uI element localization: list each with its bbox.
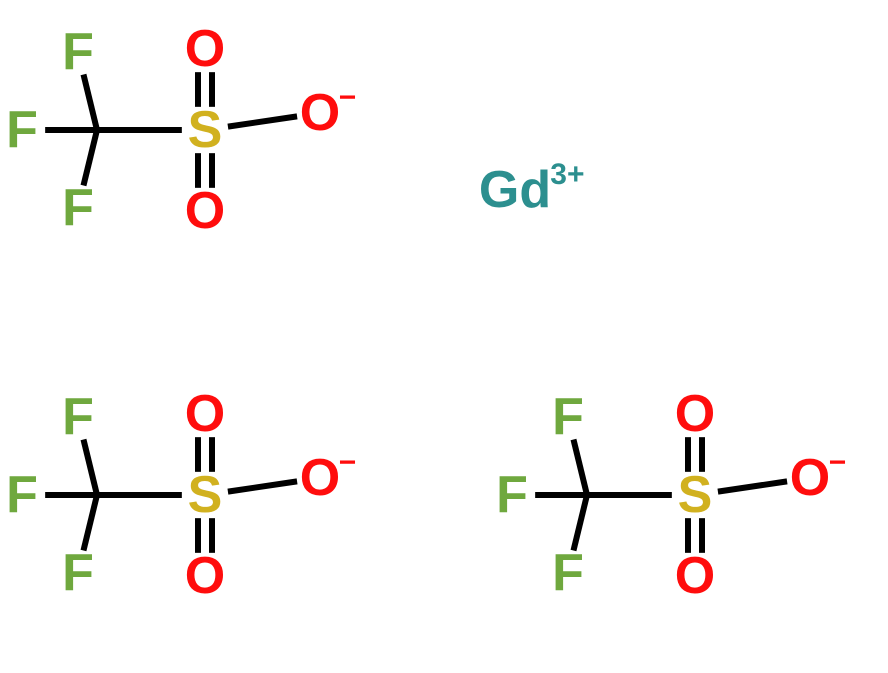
f-atom-label: F xyxy=(6,101,38,159)
o-atom-label: O xyxy=(675,547,715,605)
f-atom-label: F xyxy=(62,23,94,81)
o-atom-label: O xyxy=(790,449,830,507)
bond-line xyxy=(83,130,97,185)
bond-line xyxy=(718,481,787,491)
charge-label: − xyxy=(339,81,357,114)
f-atom-label: F xyxy=(496,466,528,524)
f-atom-label: F xyxy=(552,544,584,602)
s-atom-label: S xyxy=(678,466,713,524)
f-atom-label: F xyxy=(62,179,94,237)
s-atom-label: S xyxy=(188,466,223,524)
charge-label: − xyxy=(339,446,357,479)
charge-label: 3+ xyxy=(550,158,584,191)
molecule-diagram: Gd3+OSOO−FFFOSOO−FFFOSOO−FFF xyxy=(0,0,888,673)
bond-line xyxy=(573,440,587,495)
s-atom-label: S xyxy=(188,101,223,159)
f-atom-label: F xyxy=(62,544,94,602)
f-atom-label: F xyxy=(62,388,94,446)
o-atom-label: O xyxy=(185,182,225,240)
o-atom-label: O xyxy=(675,385,715,443)
bond-line xyxy=(573,495,587,550)
f-atom-label: F xyxy=(6,466,38,524)
o-atom-label: O xyxy=(185,20,225,78)
bond-line xyxy=(228,116,297,126)
bond-line xyxy=(228,481,297,491)
o-atom-label: O xyxy=(300,84,340,142)
bond-line xyxy=(83,495,97,550)
o-atom-label: O xyxy=(185,385,225,443)
bond-line xyxy=(83,75,97,130)
bond-line xyxy=(83,440,97,495)
f-atom-label: F xyxy=(552,388,584,446)
gd-atom-label: Gd xyxy=(479,161,551,219)
o-atom-label: O xyxy=(185,547,225,605)
charge-label: − xyxy=(829,446,847,479)
o-atom-label: O xyxy=(300,449,340,507)
